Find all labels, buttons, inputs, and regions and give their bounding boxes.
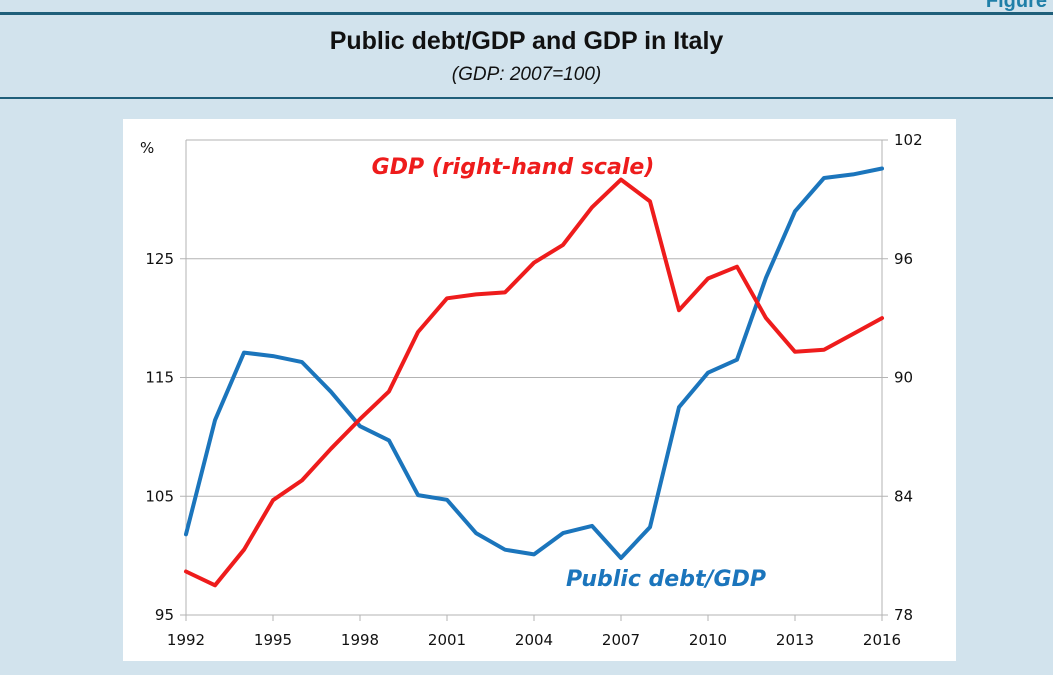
x-tick-label: 2013: [776, 631, 814, 649]
chart-title: Public debt/GDP and GDP in Italy: [329, 27, 724, 55]
x-tick-label: 2010: [689, 631, 727, 649]
debt-line: [184, 166, 884, 560]
right-tick-label: 84: [894, 487, 913, 505]
right-tick-label: 90: [894, 369, 913, 387]
gridlines: [186, 139, 882, 616]
figure-label: Figure: [985, 0, 1047, 12]
right-axis-ticks: 78 84 90 96 102: [882, 131, 923, 624]
top-rule: [0, 12, 1053, 15]
line-chart: 95 105 115 125 78 84 90 96 102 1992 1995 1998 2001…: [140, 131, 923, 649]
gdp-series-label: GDP (right-hand scale): [372, 155, 655, 180]
gdp-line: [184, 177, 884, 588]
x-tick-label: 2004: [515, 631, 553, 649]
left-tick-label: 95: [155, 606, 174, 624]
x-axis-ticks: 1992 1995 1998 2001 2004 2007 2010 2013 2016: [167, 615, 901, 649]
right-tick-label: 102: [894, 131, 923, 149]
x-tick-label: 2007: [602, 631, 640, 649]
left-axis-ticks: 95 105 115 125: [145, 250, 186, 624]
header-rule: [0, 97, 1053, 99]
left-tick-label: 125: [145, 250, 174, 268]
left-tick-label: 115: [145, 369, 174, 387]
chart-subtitle: (GDP: 2007=100): [451, 64, 602, 85]
x-tick-label: 1992: [167, 631, 205, 649]
chart-area: 95 105 115 125 78 84 90 96 102 1992 1995 1998 2001…: [123, 119, 956, 661]
right-tick-label: 78: [894, 606, 913, 624]
x-tick-label: 2016: [863, 631, 901, 649]
left-tick-label: 105: [145, 487, 174, 505]
x-tick-label: 2001: [428, 631, 466, 649]
x-tick-label: 1998: [341, 631, 379, 649]
right-tick-label: 96: [894, 250, 913, 268]
x-tick-label: 1995: [254, 631, 292, 649]
series-lines: [184, 166, 884, 588]
debt-series-label: Public debt/GDP: [566, 567, 766, 592]
left-axis-unit: %: [140, 139, 154, 157]
